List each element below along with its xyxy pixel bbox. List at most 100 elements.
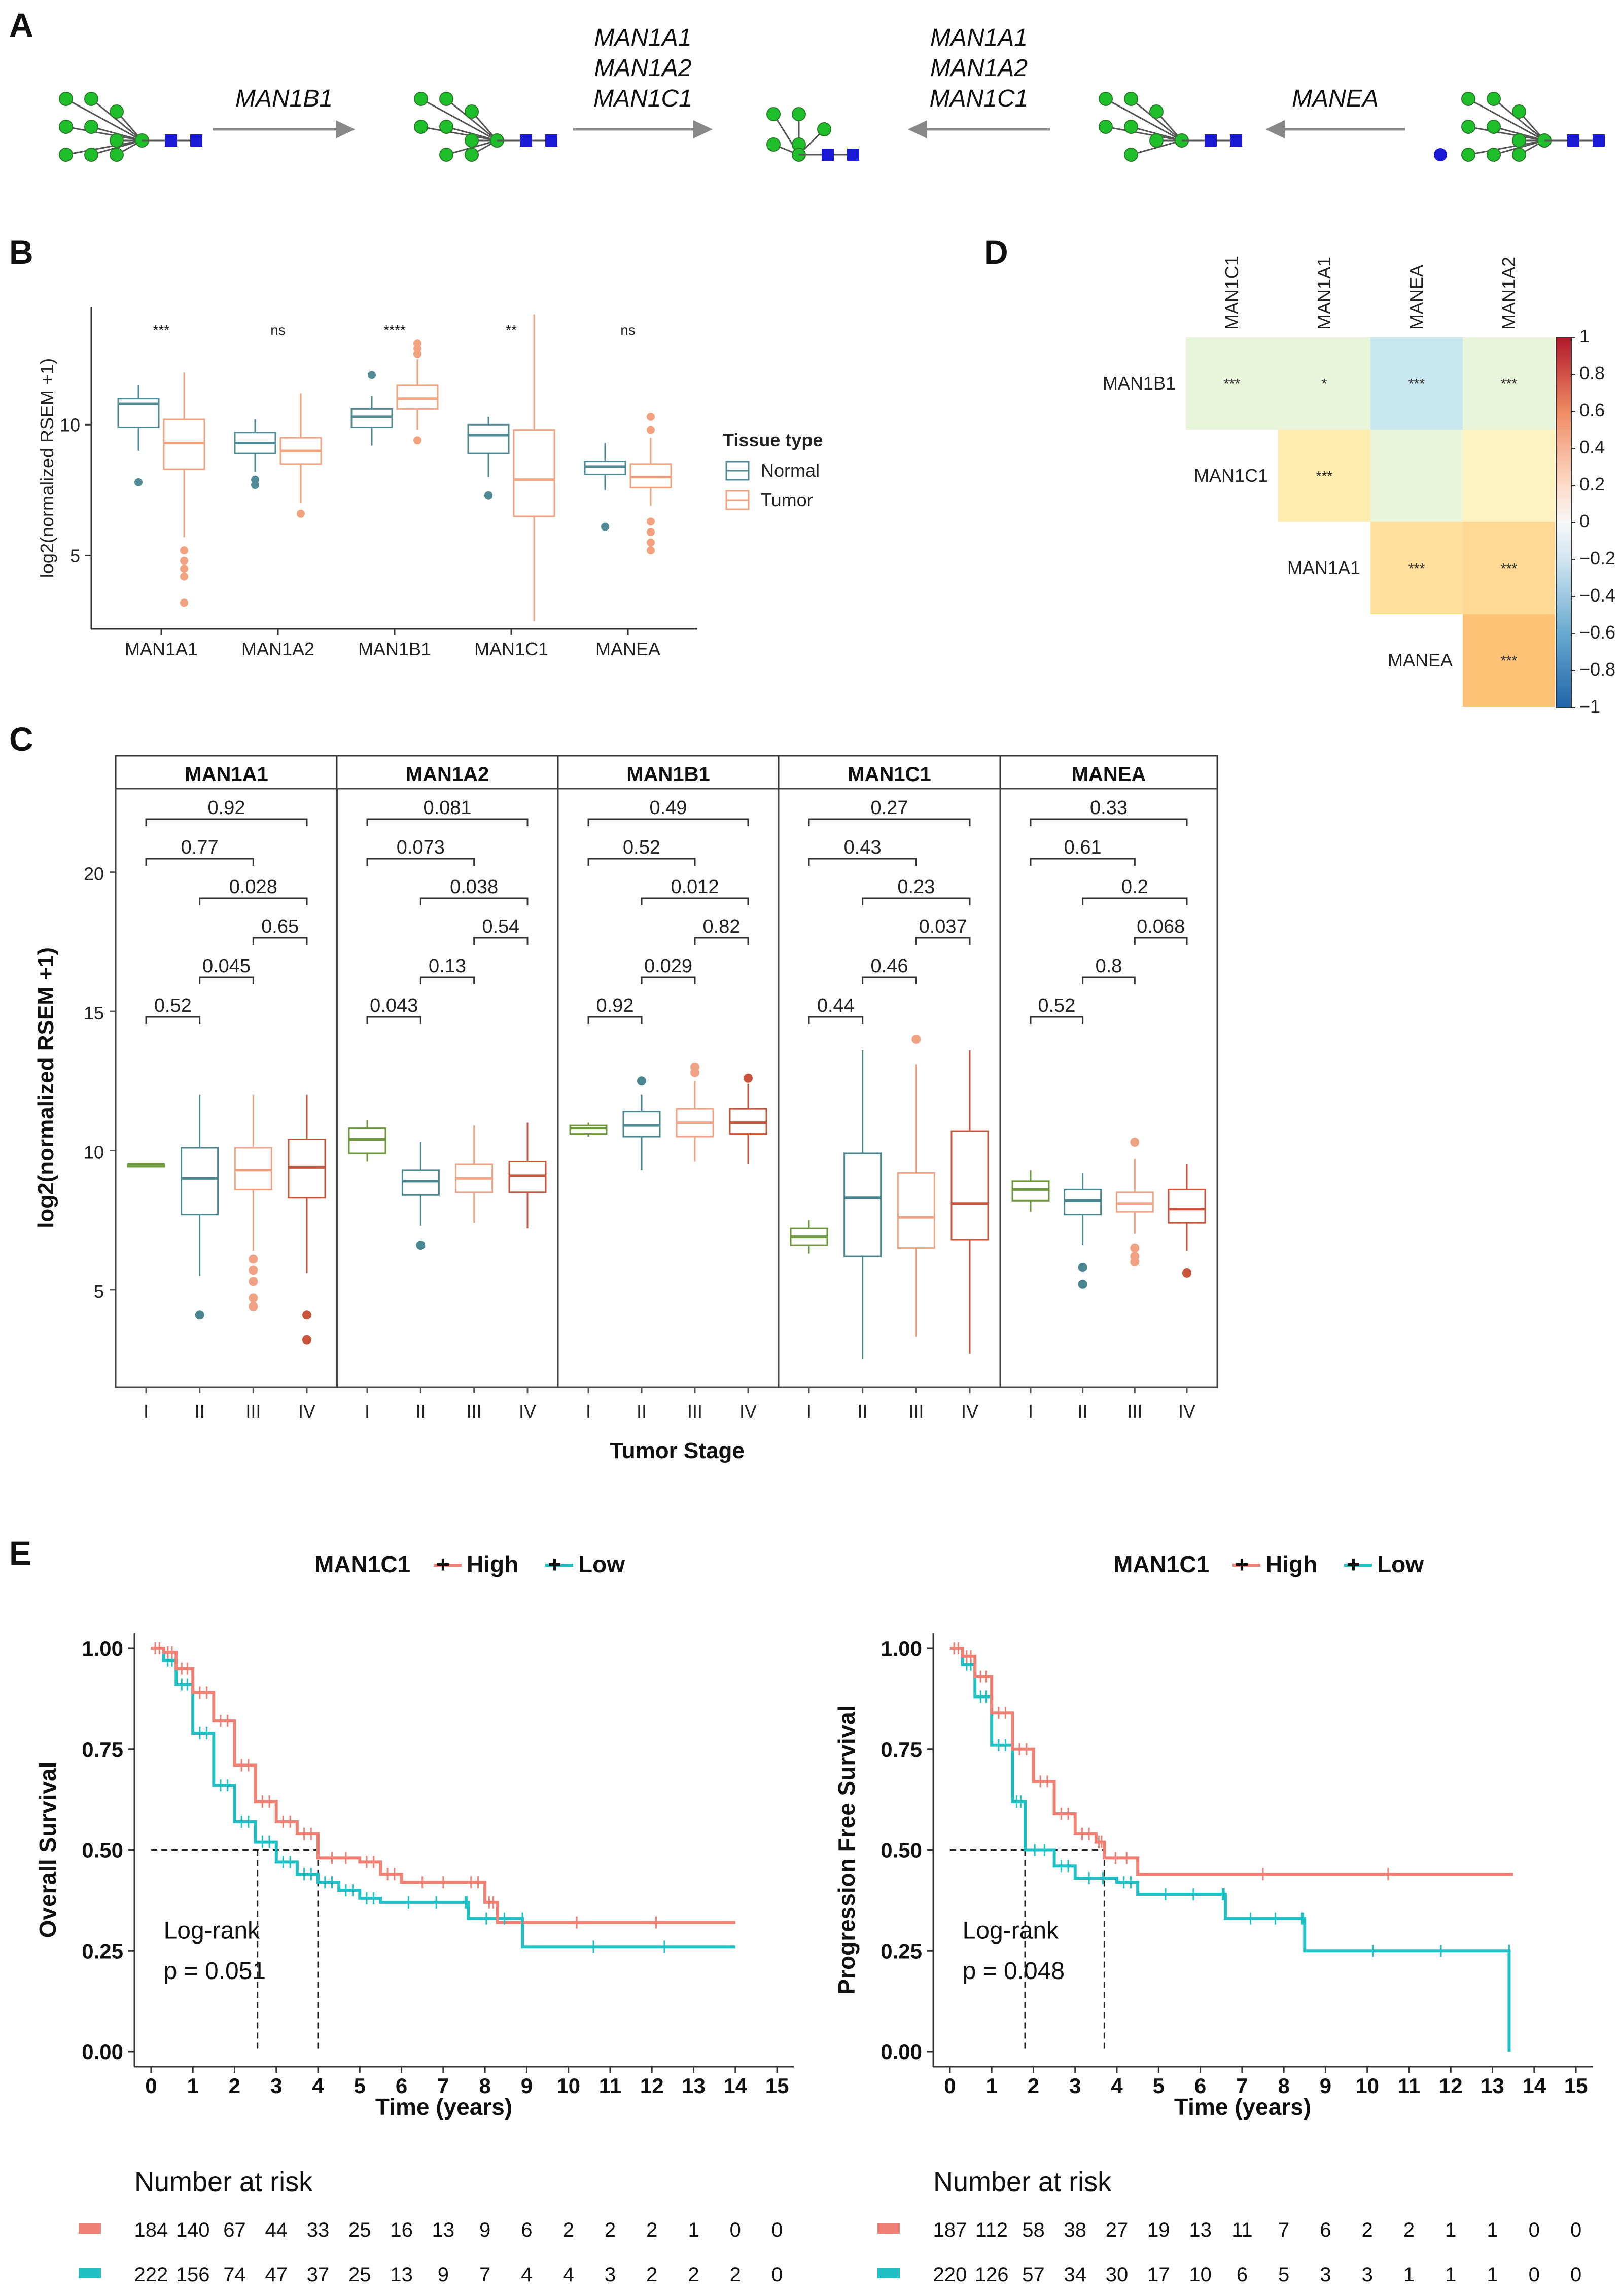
risk-value-low: 4 [563, 2264, 574, 2286]
glycan-bond [1468, 126, 1545, 142]
risk-table-title: Number at risk [134, 2167, 313, 2197]
facet-title: MANEA [1072, 763, 1146, 786]
x-tick-label: IV [961, 1401, 978, 1422]
heatmap-cell [1186, 337, 1278, 430]
p-value-label: 0.028 [229, 876, 277, 898]
y-axis-title: Overall Survival [34, 1762, 61, 1938]
risk-value-low: 222 [134, 2264, 168, 2286]
mannose-node [59, 120, 73, 134]
risk-row-key-low [79, 2268, 101, 2278]
legend-low-label: Low [1377, 1551, 1424, 1577]
risk-value-high: 44 [265, 2219, 288, 2241]
glycan-bond [1468, 139, 1545, 156]
x-tick-label: I [365, 1401, 370, 1422]
mannose-node [439, 148, 453, 162]
risk-row-key-high [877, 2223, 900, 2234]
risk-value-low: 126 [975, 2264, 1009, 2286]
x-tick-label: I [586, 1401, 591, 1422]
mannose-node [465, 104, 479, 119]
glycan-bond [1493, 98, 1545, 142]
x-tick-label: 5 [1153, 2074, 1165, 2098]
box [508, 1160, 547, 1193]
box [467, 423, 510, 454]
risk-value-high: 11 [1231, 2219, 1253, 2241]
risk-value-high: 0 [771, 2219, 783, 2241]
logrank-label: Log-rank [164, 1917, 260, 1944]
risk-row-key-low [877, 2268, 900, 2278]
comparison-bracket [473, 937, 529, 945]
outlier-point [249, 1277, 258, 1286]
significance-label: ns [270, 322, 286, 338]
comparison-bracket [199, 976, 254, 984]
risk-value-low: 10 [1189, 2264, 1212, 2286]
y-axis-title: Progression Free Survival [833, 1705, 860, 1994]
x-tick-label: IV [298, 1401, 315, 1422]
mannose-node [1512, 133, 1526, 148]
x-axis-title: Time (years) [1174, 2094, 1311, 2120]
y-tick-label: 15 [84, 1003, 104, 1023]
glycan-structure-1 [59, 92, 202, 162]
p-value-label: 0.27 [871, 797, 908, 819]
box [396, 384, 439, 410]
x-tick-label: III [467, 1401, 482, 1422]
risk-value-low: 17 [1147, 2264, 1170, 2286]
comparison-bracket [694, 937, 749, 945]
heatmap-cell [1370, 337, 1463, 430]
risk-value-low: 5 [1278, 2264, 1289, 2286]
risk-value-high: 0 [1570, 2219, 1581, 2241]
comparison-bracket [145, 858, 254, 866]
heatmap-significance: *** [1501, 560, 1518, 576]
heatmap-significance: *** [1408, 376, 1425, 392]
risk-value-high: 1 [1445, 2219, 1456, 2241]
facet-title: MAN1A1 [185, 763, 268, 786]
heatmap-cell [1463, 337, 1555, 430]
heatmap-row-label: MAN1A1 [1287, 557, 1360, 578]
legend-high-label: High [1265, 1551, 1317, 1577]
p-value-label: 0.61 [1064, 837, 1102, 858]
risk-value-low: 2 [646, 2264, 657, 2286]
survival-curve-high [949, 1647, 1513, 1876]
glycan-bond [1105, 126, 1182, 142]
glcnac-node [520, 134, 532, 147]
y-tick-label: 0.00 [82, 2040, 123, 2064]
significance-label: ** [506, 322, 517, 338]
mannose-node [1149, 104, 1164, 119]
risk-value-low: 57 [1022, 2264, 1045, 2286]
mannose-node [792, 107, 806, 121]
panel-label-e: E [9, 1534, 31, 1572]
y-tick-label: 0.50 [82, 1839, 123, 1862]
risk-value-high: 0 [1529, 2219, 1540, 2241]
colorbar [1556, 337, 1572, 708]
x-tick-label: MANEA [595, 639, 660, 659]
risk-value-low: 0 [1529, 2264, 1540, 2286]
outlier-point [180, 556, 188, 565]
comparison-bracket [808, 818, 971, 826]
mannose-node [1099, 92, 1113, 106]
mannose-node [1461, 92, 1475, 106]
box [584, 461, 626, 475]
y-tick-label: 0.50 [881, 1839, 922, 1862]
risk-value-high: 16 [390, 2219, 413, 2241]
heatmap-col-label: MAN1C1 [1221, 256, 1242, 330]
mannose-node [1124, 120, 1138, 134]
p-value-label: 0.2 [1121, 876, 1148, 898]
risk-value-low: 30 [1106, 2264, 1129, 2286]
x-tick-label: 8 [479, 2074, 490, 2098]
mannose-node [110, 148, 124, 162]
enzyme-label: MAN1C1 [930, 85, 1029, 112]
risk-value-low: 47 [265, 2264, 288, 2286]
risk-value-high: 58 [1022, 2219, 1045, 2241]
glcnac-node [545, 134, 557, 147]
heatmap-cell [1370, 430, 1463, 522]
outlier-point [180, 546, 188, 555]
x-tick-label: MAN1A1 [125, 639, 198, 659]
facet-strip [999, 755, 1218, 790]
significance-label: *** [153, 322, 170, 338]
heatmap-significance: *** [1224, 376, 1241, 392]
logrank-pvalue: p = 0.051 [164, 1958, 266, 1985]
outlier-point [1182, 1268, 1191, 1278]
outlier-point [647, 412, 655, 421]
p-value-label: 0.8 [1096, 956, 1122, 977]
mannose-node [59, 92, 73, 106]
